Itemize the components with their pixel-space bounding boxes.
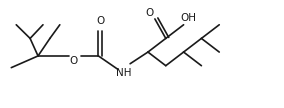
Text: NH: NH bbox=[116, 68, 132, 78]
Text: OH: OH bbox=[181, 13, 197, 23]
Text: O: O bbox=[70, 56, 78, 66]
Text: O: O bbox=[96, 16, 105, 26]
Text: O: O bbox=[146, 8, 154, 18]
